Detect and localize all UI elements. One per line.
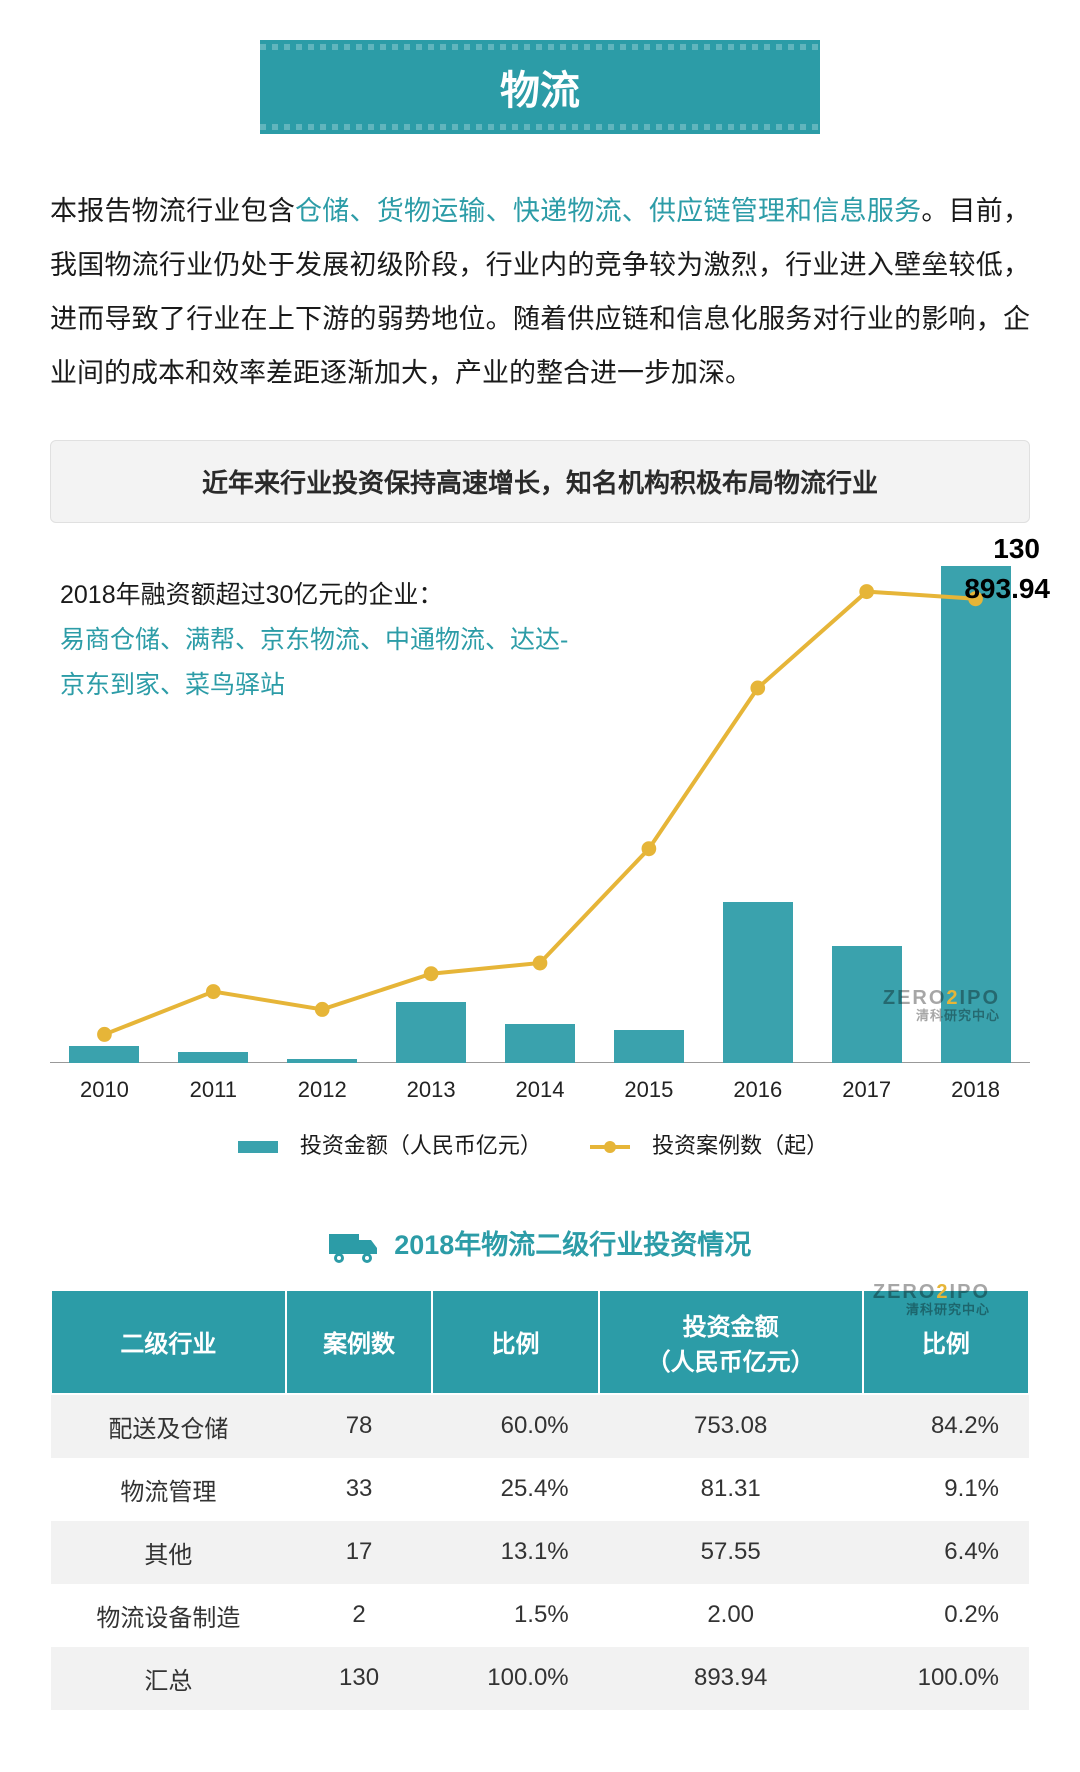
table-cell: 物流设备制造: [51, 1584, 286, 1647]
x-axis-label: 2012: [268, 1068, 377, 1103]
chart-note-companies: 易商仓储、满帮、京东物流、中通物流、达达-京东到家、菜鸟驿站: [60, 626, 568, 699]
table-cell: 130: [286, 1647, 433, 1710]
table-row: 物流管理3325.4%81.319.1%: [51, 1458, 1029, 1521]
x-axis-label: 2018: [921, 1068, 1030, 1103]
table-title: 2018年物流二级行业投资情况: [394, 1230, 751, 1260]
line-marker: [642, 842, 656, 856]
wm-sub: 清科研究中心: [883, 1009, 1000, 1023]
line-marker: [206, 985, 220, 999]
line-marker: [751, 681, 765, 695]
wm2-a: ZERO: [873, 1281, 937, 1303]
table-row: 配送及仓储7860.0%753.0884.2%: [51, 1394, 1029, 1458]
table-container: ZERO2IPO 清科研究中心 二级行业案例数比例投资金额（人民币亿元）比例 配…: [50, 1289, 1030, 1710]
intro-paragraph: 本报告物流行业包含仓储、货物运输、快递物流、供应链管理和信息服务。目前，我国物流…: [50, 184, 1030, 400]
table-cell: 100.0%: [863, 1647, 1029, 1710]
line-marker: [315, 1002, 329, 1016]
legend-line-label: 投资案例数（起）: [652, 1133, 828, 1158]
chart-annotation: 2018年融资额超过30亿元的企业： 易商仓储、满帮、京东物流、中通物流、达达-…: [60, 573, 580, 708]
truck-icon: [329, 1230, 377, 1264]
table-cell: 81.31: [599, 1458, 863, 1521]
line-marker: [424, 967, 438, 981]
chart-legend: 投资金额（人民币亿元） 投资案例数（起）: [50, 1128, 1030, 1160]
table-cell: 1.5%: [432, 1584, 598, 1647]
table-header-cell: 投资金额（人民币亿元）: [599, 1290, 863, 1394]
table-cell: 2.00: [599, 1584, 863, 1647]
line-marker: [98, 1027, 112, 1041]
table-cell: 33: [286, 1458, 433, 1521]
table-cell: 配送及仓储: [51, 1394, 286, 1458]
table-cell: 汇总: [51, 1647, 286, 1710]
table-cell: 9.1%: [863, 1458, 1029, 1521]
wm2-sub: 清科研究中心: [873, 1303, 990, 1317]
line-marker: [533, 956, 547, 970]
legend-line-swatch: [590, 1145, 630, 1149]
table-cell: 6.4%: [863, 1521, 1029, 1584]
table-row: 其他1713.1%57.556.4%: [51, 1521, 1029, 1584]
table-cell: 57.55: [599, 1521, 863, 1584]
chart-note-title: 2018年融资额超过30亿元的企业：: [60, 581, 443, 609]
watermark-table: ZERO2IPO 清科研究中心: [873, 1281, 990, 1317]
table-cell: 60.0%: [432, 1394, 598, 1458]
watermark-chart: ZERO2IPO 清科研究中心: [883, 987, 1000, 1023]
wm-b: 2: [946, 987, 959, 1009]
table-cell: 0.2%: [863, 1584, 1029, 1647]
legend-bar: 投资金额（人民币亿元）: [238, 1133, 562, 1158]
table-title-row: 2018年物流二级行业投资情况: [40, 1223, 1040, 1264]
intro-highlight: 仓储、货物运输、快递物流、供应链管理和信息服务: [295, 196, 921, 226]
page-title: 物流: [500, 69, 580, 113]
table-body: 配送及仓储7860.0%753.0884.2%物流管理3325.4%81.319…: [51, 1394, 1029, 1710]
bar-end-label: 893.94: [964, 573, 1050, 605]
table-cell: 25.4%: [432, 1458, 598, 1521]
x-axis-label: 2015: [594, 1068, 703, 1103]
table-cell: 17: [286, 1521, 433, 1584]
chart-subtitle-box: 近年来行业投资保持高速增长，知名机构积极布局物流行业: [50, 440, 1030, 523]
line-end-label: 130: [993, 533, 1040, 565]
table-header-cell: 二级行业: [51, 1290, 286, 1394]
line-marker: [860, 585, 874, 599]
x-axis-labels: 201020112012201320142015201620172018: [50, 1068, 1030, 1103]
wm2-b: 2: [936, 1281, 949, 1303]
page-title-banner: 物流: [260, 40, 820, 134]
x-axis-label: 2016: [703, 1068, 812, 1103]
table-cell: 78: [286, 1394, 433, 1458]
table-cell: 84.2%: [863, 1394, 1029, 1458]
wm2-c: IPO: [950, 1281, 990, 1303]
x-axis-label: 2010: [50, 1068, 159, 1103]
table-header-cell: 案例数: [286, 1290, 433, 1394]
data-table: 二级行业案例数比例投资金额（人民币亿元）比例 配送及仓储7860.0%753.0…: [50, 1289, 1030, 1710]
legend-line: 投资案例数（起）: [590, 1133, 842, 1158]
legend-bar-label: 投资金额（人民币亿元）: [300, 1133, 542, 1158]
x-axis-label: 2014: [486, 1068, 595, 1103]
table-cell: 其他: [51, 1521, 286, 1584]
table-header-cell: 比例: [432, 1290, 598, 1394]
table-cell: 2: [286, 1584, 433, 1647]
x-axis-label: 2017: [812, 1068, 921, 1103]
table-cell: 13.1%: [432, 1521, 598, 1584]
table-cell: 753.08: [599, 1394, 863, 1458]
intro-prefix: 本报告物流行业包含: [50, 196, 295, 226]
legend-bar-swatch: [238, 1141, 278, 1153]
table-row: 汇总130100.0%893.94100.0%: [51, 1647, 1029, 1710]
wm-c: IPO: [960, 987, 1000, 1009]
x-axis-label: 2013: [377, 1068, 486, 1103]
table-cell: 100.0%: [432, 1647, 598, 1710]
wm-a: ZERO: [883, 987, 947, 1009]
chart-container: 2018年融资额超过30亿元的企业： 易商仓储、满帮、京东物流、中通物流、达达-…: [50, 543, 1030, 1183]
table-row: 物流设备制造21.5%2.000.2%: [51, 1584, 1029, 1647]
x-axis-label: 2011: [159, 1068, 268, 1103]
table-cell: 893.94: [599, 1647, 863, 1710]
table-cell: 物流管理: [51, 1458, 286, 1521]
chart-subtitle: 近年来行业投资保持高速增长，知名机构积极布局物流行业: [202, 468, 878, 498]
